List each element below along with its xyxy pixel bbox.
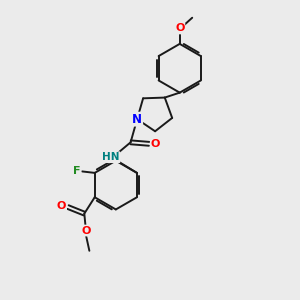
Text: F: F xyxy=(73,167,81,176)
Text: O: O xyxy=(57,202,66,212)
Text: O: O xyxy=(82,226,91,236)
Text: O: O xyxy=(151,139,160,149)
Text: HN: HN xyxy=(102,152,119,162)
Text: O: O xyxy=(175,23,184,33)
Text: N: N xyxy=(132,112,142,126)
